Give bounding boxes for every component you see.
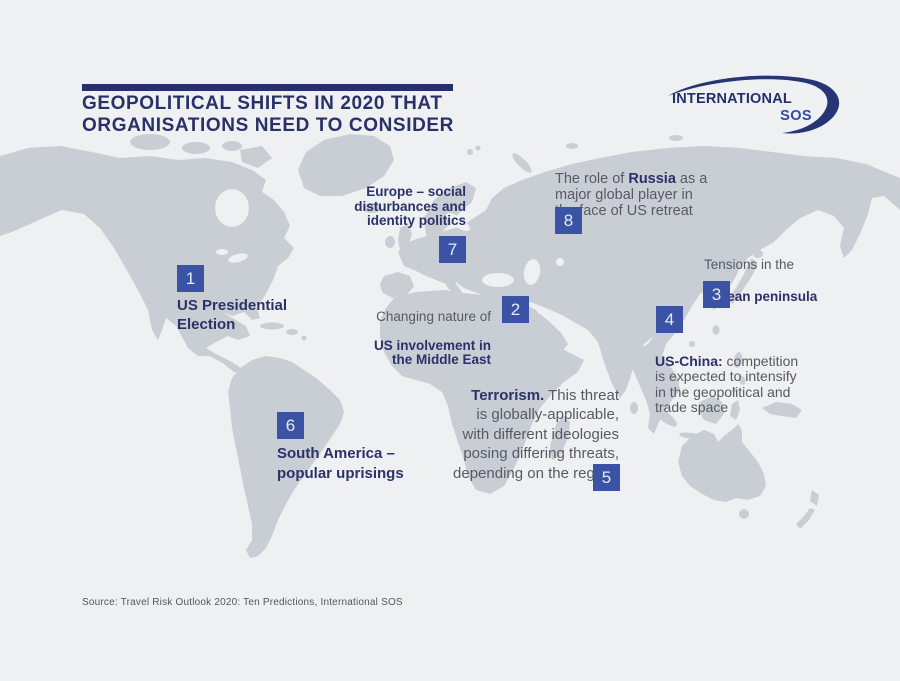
marker-6-number: 6	[285, 415, 296, 435]
marker-2-label: Changing nature of US involvement in the…	[373, 308, 491, 367]
marker-2-box: 2	[502, 296, 529, 323]
marker-4-label: US-China: competition is expected to int…	[655, 352, 799, 415]
marker-7-number: 7	[447, 239, 458, 259]
map-arabia	[504, 310, 568, 366]
marker-6-label: South America – popular uprisings	[277, 445, 404, 482]
marker-4-box: 4	[656, 306, 683, 333]
marker-6-box: 6	[277, 412, 304, 439]
map-new-guinea	[762, 402, 802, 418]
marker-3-number: 3	[711, 284, 722, 304]
page-title: GEOPOLITICAL SHIFTS IN 2020 THAT ORGANIS…	[82, 93, 454, 136]
marker-3-box: 3	[703, 281, 730, 308]
international-sos-logo: INTERNATIONAL SOS	[658, 74, 848, 136]
map-south-america	[228, 356, 344, 558]
marker-1-label: US Presidential Election	[177, 297, 288, 333]
map-scandinavia	[424, 182, 476, 236]
marker-2-number: 2	[510, 299, 521, 319]
map-north-america	[0, 146, 294, 372]
source-attribution: Source: Travel Risk Outlook 2020: Ten Pr…	[82, 597, 403, 608]
map-australia	[678, 424, 766, 502]
marker-8-number: 8	[563, 210, 574, 230]
map-madagascar	[550, 416, 570, 460]
map-uk	[398, 224, 412, 250]
map-borneo	[698, 396, 724, 424]
map-japan	[728, 258, 758, 304]
logo-text-international: INTERNATIONAL	[672, 91, 792, 107]
marker-4-number: 4	[664, 309, 675, 329]
marker-7-box: 7	[439, 236, 466, 263]
marker-7-label: Europe – social disturbances and identit…	[354, 184, 466, 228]
title-accent-bar	[82, 84, 453, 91]
map-new-zealand	[810, 490, 819, 506]
marker-5-number: 5	[601, 467, 612, 487]
marker-5-box: 5	[593, 464, 620, 491]
marker-1-box: 1	[177, 265, 204, 292]
map-eurasia	[398, 146, 900, 434]
map-greenland	[298, 134, 394, 196]
marker-1-number: 1	[185, 268, 196, 288]
marker-8-box: 8	[555, 207, 582, 234]
logo-text-sos: SOS	[780, 108, 812, 124]
